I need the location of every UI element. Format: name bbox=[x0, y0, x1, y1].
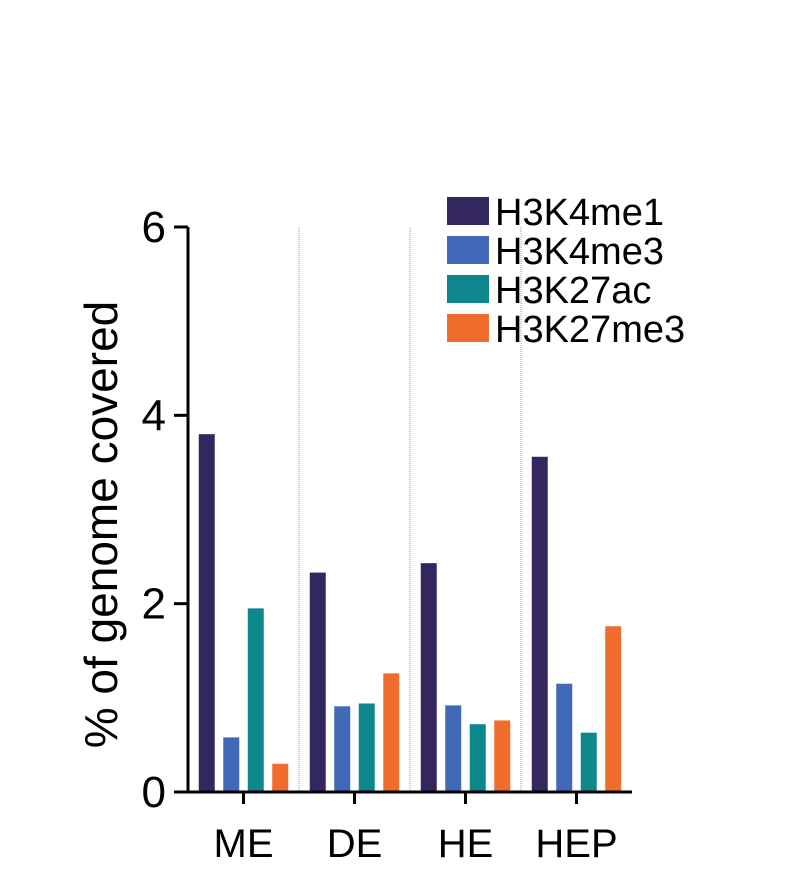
y-axis-label: % of genome covered bbox=[75, 301, 127, 749]
bar-h3k4me1-de bbox=[309, 572, 326, 792]
y-tick-label: 2 bbox=[142, 580, 166, 629]
bar-h3k27me3-de bbox=[383, 673, 400, 792]
bar-h3k4me3-hep bbox=[556, 683, 573, 792]
bar-h3k27me3-hep bbox=[605, 626, 622, 792]
bar-h3k4me3-de bbox=[334, 706, 351, 792]
legend-swatch-h3k27ac bbox=[447, 275, 489, 303]
category-separators bbox=[298, 227, 522, 792]
bar-h3k4me1-he bbox=[420, 563, 437, 792]
bar-h3k4me1-me bbox=[198, 434, 215, 792]
bar-h3k27ac-de bbox=[358, 703, 375, 792]
bar-h3k27ac-me bbox=[247, 608, 264, 792]
legend-swatch-h3k4me3 bbox=[447, 236, 489, 264]
bar-h3k27ac-he bbox=[469, 724, 486, 792]
legend-swatch-h3k27me3 bbox=[447, 314, 489, 342]
legend-swatch-h3k4me1 bbox=[447, 197, 489, 225]
x-tick-label: HEP bbox=[535, 822, 617, 866]
bar-h3k4me3-he bbox=[445, 705, 462, 792]
axes bbox=[186, 227, 632, 794]
x-tick-label: DE bbox=[327, 822, 383, 866]
y-ticks: 0 2 4 6 bbox=[142, 203, 188, 817]
legend-label-h3k4me3: H3K4me3 bbox=[495, 231, 664, 273]
bars bbox=[198, 434, 622, 792]
y-tick-label: 0 bbox=[142, 768, 166, 817]
y-tick-label: 6 bbox=[142, 203, 166, 252]
bar-h3k27ac-hep bbox=[580, 732, 597, 792]
bar-h3k4me1-hep bbox=[531, 456, 548, 792]
legend-label-h3k27ac: H3K27ac bbox=[495, 270, 651, 312]
x-tick-label: HE bbox=[438, 822, 494, 866]
bar-h3k4me3-me bbox=[223, 737, 240, 792]
x-tick-labels: ME DE HE HEP bbox=[214, 792, 618, 866]
bar-h3k27me3-he bbox=[494, 720, 511, 792]
bar-h3k27me3-me bbox=[272, 763, 289, 792]
x-tick-label: ME bbox=[214, 822, 274, 866]
legend-label-h3k27me3: H3K27me3 bbox=[495, 309, 685, 351]
legend-label-h3k4me1: H3K4me1 bbox=[495, 192, 664, 234]
y-tick-label: 4 bbox=[142, 391, 166, 440]
